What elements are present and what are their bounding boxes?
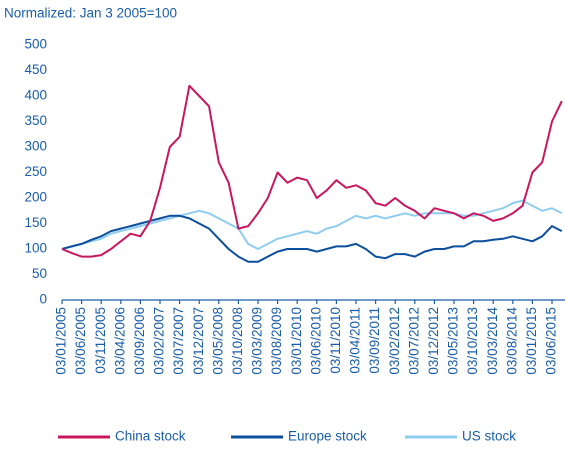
y-tick-label: 300 [24, 139, 47, 154]
x-tick-label: 03/12/2007 [191, 307, 206, 375]
y-tick-label: 450 [24, 62, 47, 77]
x-tick-label: 03/03/2009 [250, 307, 265, 375]
x-tick-label: 03/08/2009 [269, 307, 284, 375]
x-tick-label: 03/11/2010 [328, 307, 343, 374]
y-tick-label: 200 [24, 190, 47, 205]
x-tick-label: 03/02/2007 [152, 307, 167, 375]
y-tick-label: 400 [24, 88, 47, 103]
x-tick-label: 03/12/2012 [426, 307, 441, 375]
x-tick-label: 03/08/2014 [504, 307, 519, 375]
x-tick-label: 03/10/2008 [230, 307, 245, 375]
series-line [61, 84, 563, 258]
series-line [61, 214, 563, 263]
x-tick-label: 03/06/2010 [308, 307, 323, 375]
x-tick-label: 03/09/2011 [367, 307, 382, 374]
y-tick-label: 350 [24, 113, 47, 128]
x-tick-label: 03/03/2014 [485, 307, 500, 375]
x-tick-label: 03/05/2008 [210, 307, 225, 375]
y-tick-label: 50 [32, 266, 47, 281]
x-tick-label: 03/10/2013 [465, 307, 480, 375]
x-tick-label: 03/09/2006 [132, 307, 147, 375]
x-tick-label: 03/11/2005 [93, 307, 108, 374]
x-tick-label: 03/04/2006 [112, 307, 127, 375]
x-tick-label: 03/01/2015 [524, 307, 539, 375]
y-tick-label: 250 [24, 164, 47, 179]
y-tick-label: 500 [24, 37, 47, 52]
y-tick-label: 100 [24, 241, 47, 256]
x-tick-label: 03/06/2015 [544, 307, 559, 375]
x-tick-label: 03/07/2007 [171, 307, 186, 375]
legend-label: Europe stock [288, 429, 367, 444]
x-tick-label: 03/06/2005 [73, 307, 88, 375]
x-tick-label: 03/01/2005 [54, 307, 69, 375]
x-tick-label: 03/02/2012 [387, 307, 402, 375]
x-tick-label: 03/05/2013 [446, 307, 461, 375]
x-tick-label: 03/04/2011 [348, 307, 363, 374]
y-tick-label: 0 [39, 292, 47, 307]
y-tick-label: 150 [24, 215, 47, 230]
legend-label: China stock [115, 429, 186, 444]
x-tick-label: 03/07/2012 [406, 307, 421, 375]
x-tick-label: 03/01/2010 [289, 307, 304, 375]
chart-title: Normalized: Jan 3 2005=100 [4, 6, 177, 21]
legend-label: US stock [462, 429, 516, 444]
